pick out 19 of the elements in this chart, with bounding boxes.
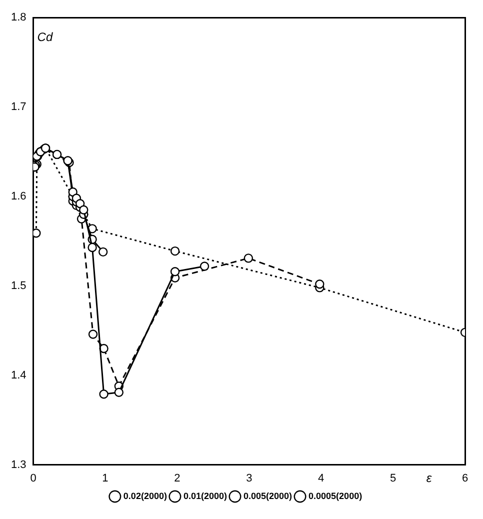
legend-label: 0.02(2000) [123,490,167,501]
x-tick-label: 5 [390,472,396,484]
x-tick-label: 4 [318,472,324,484]
x-axis-title: ε [426,471,432,486]
legend-label: 0.005(2000) [243,490,292,501]
y-tick-label: 1.4 [10,369,26,382]
legend-label: 0.01(2000) [183,490,228,501]
legend-label: 0.0005(2000) [308,490,362,501]
x-tick-label: 1 [102,472,108,484]
x-tick-label: 6 [462,472,468,484]
y-tick-label: 1.6 [10,190,26,203]
x-tick-label: 3 [246,472,252,484]
y-tick-label: 1.3 [10,458,26,471]
y-tick-label: 1.7 [10,101,26,114]
y-tick-label: 1.8 [10,12,26,24]
x-tick-label: 2 [174,472,180,484]
x-tick-label: 0 [30,472,36,484]
y-tick-label: 1.5 [10,280,26,292]
y-axis-title: Cd [37,30,53,44]
